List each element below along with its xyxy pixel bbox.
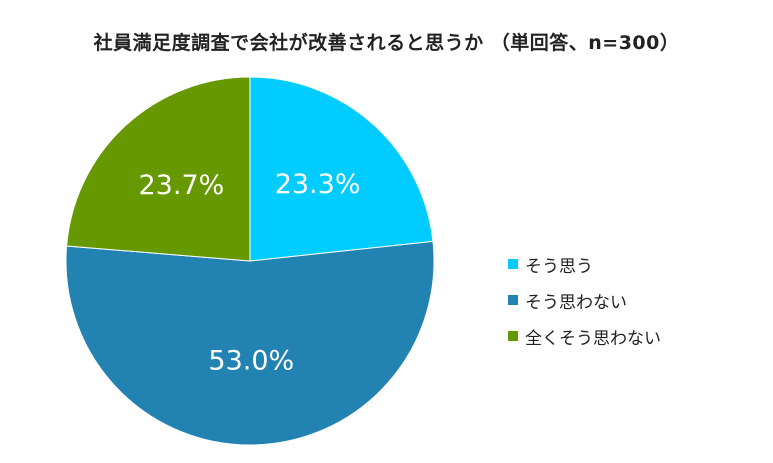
legend-swatch: [508, 331, 518, 341]
legend-swatch: [508, 259, 518, 269]
data-label-2: 53.0%: [208, 346, 294, 377]
legend: そう思うそう思わない全くそう思わない: [508, 246, 661, 354]
legend-label: そう思う: [525, 256, 593, 277]
legend-item-2: そう思わない: [508, 282, 661, 318]
data-label-3: 23.7%: [139, 170, 225, 201]
legend-swatch: [508, 295, 518, 305]
legend-label: そう思わない: [525, 292, 627, 313]
legend-item-1: そう思う: [508, 246, 661, 282]
pie-slice-2: [65, 240, 435, 446]
chart-title: 社員満足度調査で会社が改善されると思うか （単回答、n=300）: [93, 32, 680, 54]
pie-slice-3: [66, 76, 251, 262]
data-label-1: 23.3%: [275, 169, 361, 200]
legend-item-3: 全くそう思わない: [508, 318, 661, 354]
pie-slices: [65, 76, 435, 446]
pie-slice-1: [249, 76, 434, 262]
legend-label: 全くそう思わない: [525, 328, 661, 349]
pie-data-labels: 23.3% 53.0% 23.7%: [139, 169, 361, 377]
